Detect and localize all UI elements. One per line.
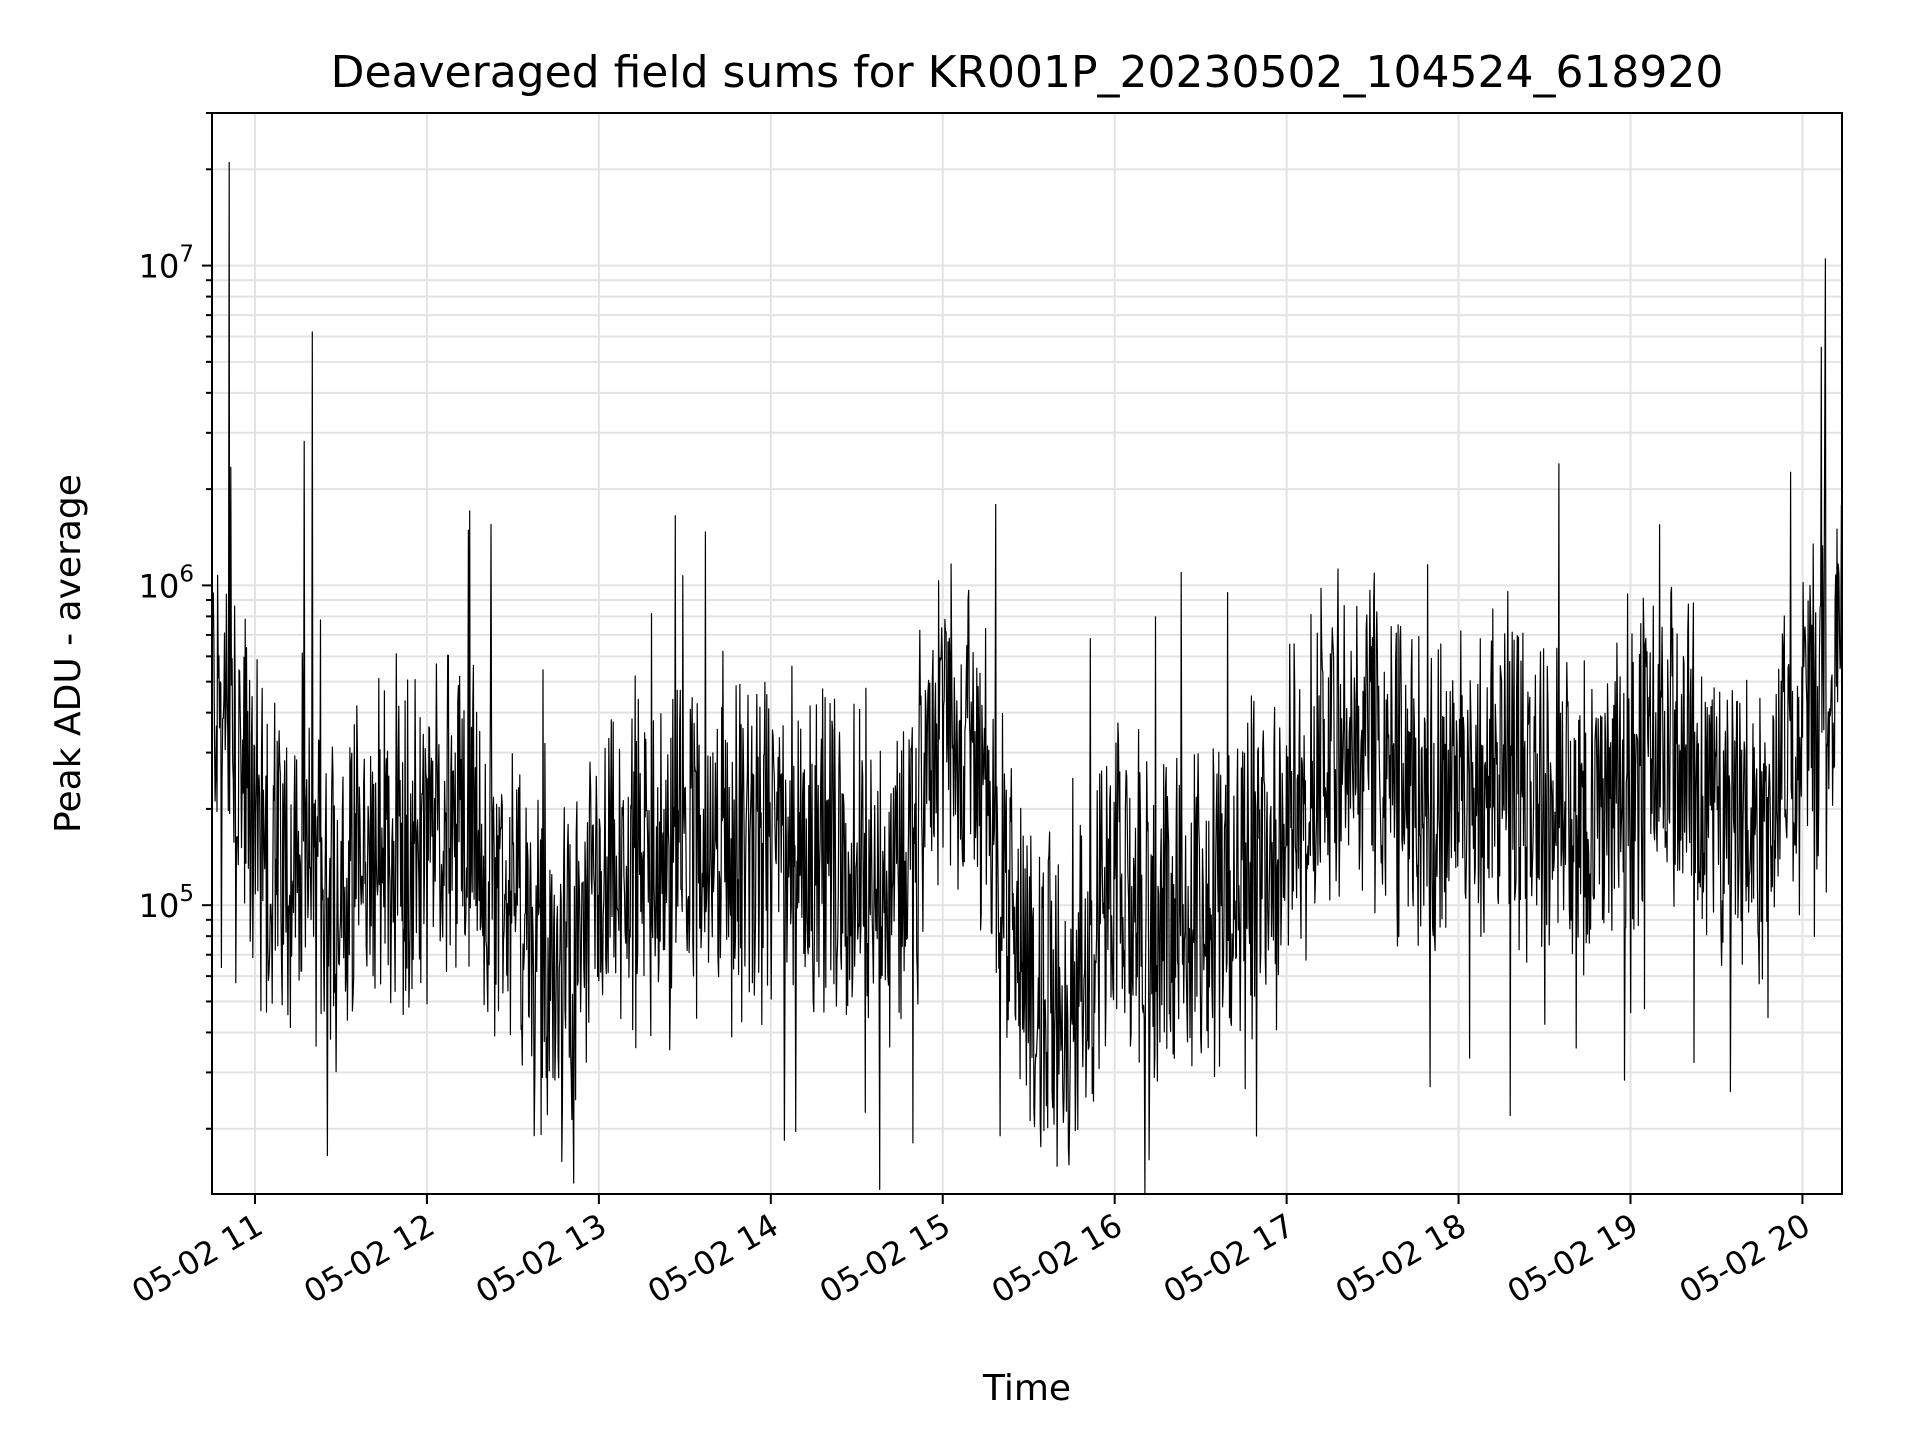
y-tick-label: 107 xyxy=(139,242,194,286)
y-axis-label: Peak ADU - average xyxy=(48,474,89,833)
y-tick-label: 106 xyxy=(139,561,194,605)
series-line xyxy=(211,161,1843,1195)
y-tick-label: 105 xyxy=(139,881,194,925)
y-axis: 105 106 107 xyxy=(139,112,212,1130)
data-line xyxy=(211,161,1843,1195)
x-axis-label: Time xyxy=(982,1368,1071,1409)
chart-title: Deaveraged field sums for KR001P_2023050… xyxy=(331,47,1724,98)
plot-frame xyxy=(211,112,1843,1195)
